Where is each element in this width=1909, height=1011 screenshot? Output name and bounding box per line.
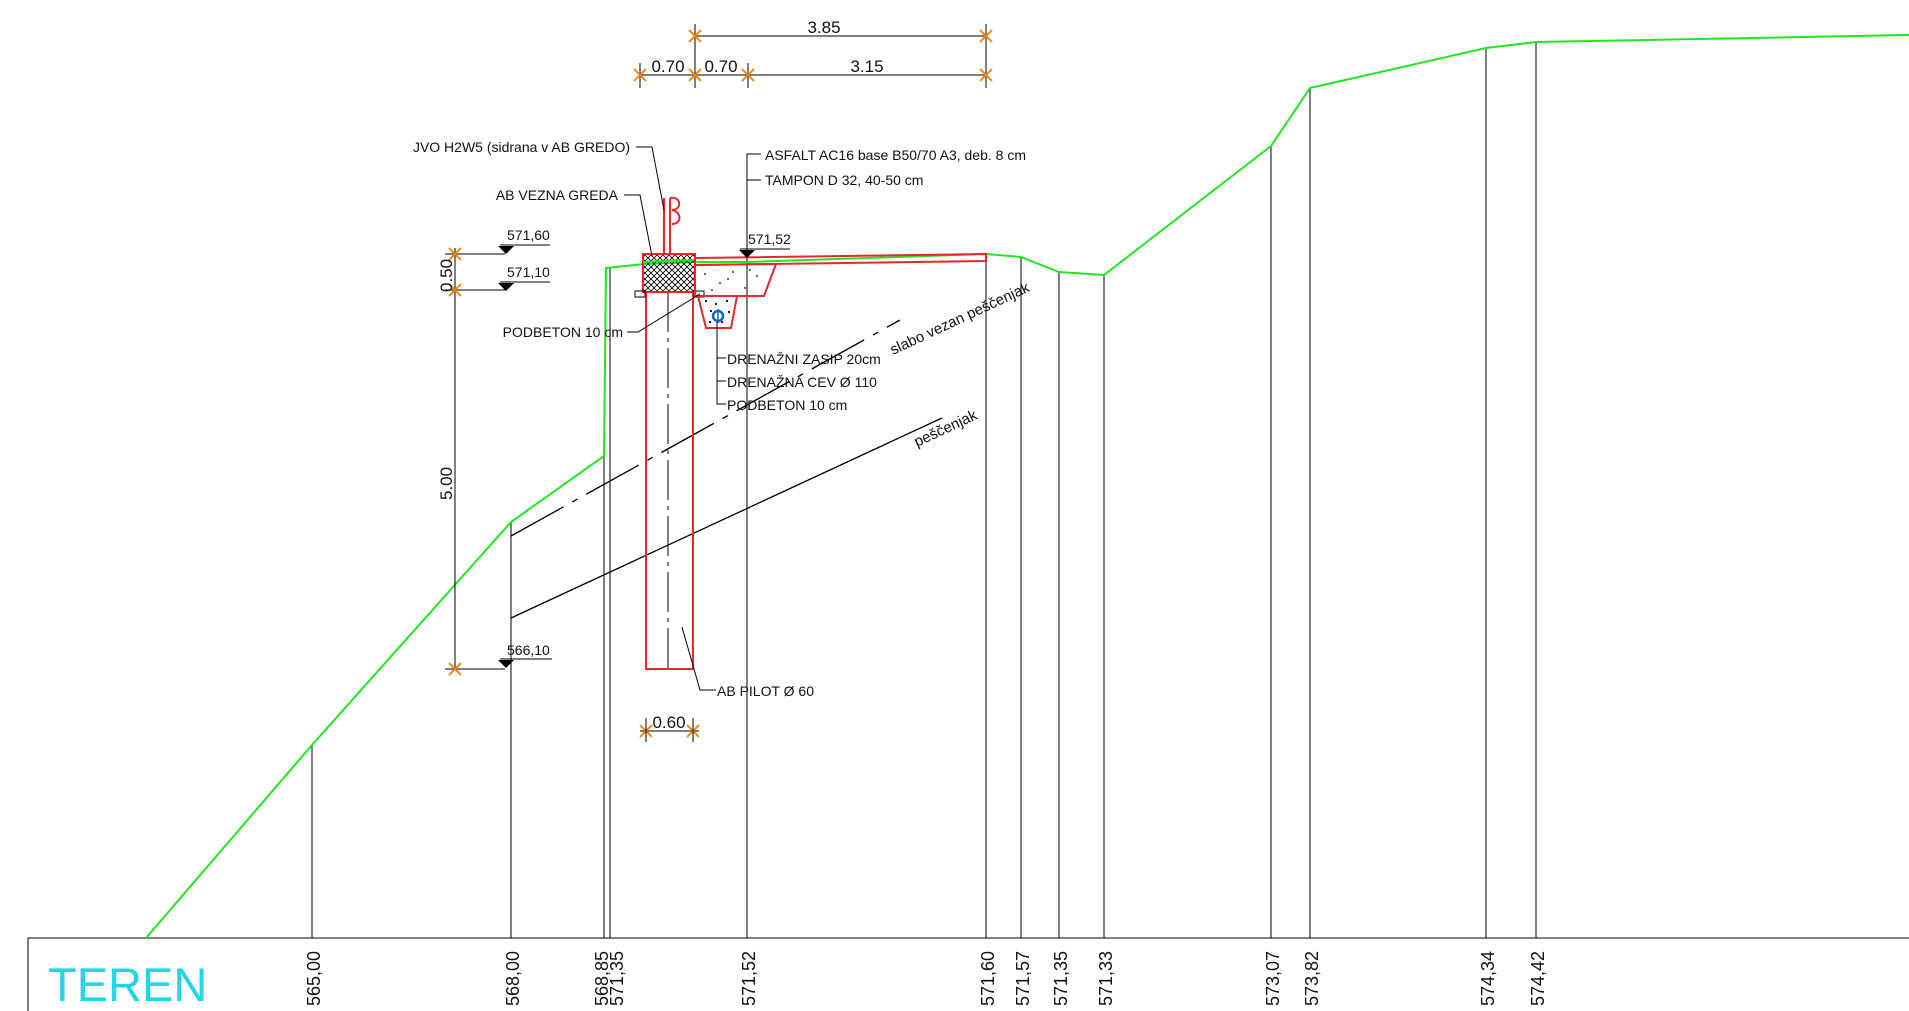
elevation-pile-toe: 566,10 (507, 642, 550, 658)
guardrail-rail (669, 196, 681, 225)
station-value: 571,57 (1013, 951, 1033, 1006)
elevation-triangle (498, 660, 514, 668)
base-course (694, 262, 778, 297)
dim-tick (448, 662, 462, 676)
elevation-triangle (498, 283, 514, 291)
terrain-line (145, 34, 1909, 939)
dim-pile-width: 0.60 (652, 713, 685, 732)
station-value: 574,42 (1528, 951, 1548, 1006)
elevation-road-edge: 571,52 (748, 231, 791, 247)
callout-asphalt: ASFALT AC16 base B50/70 A3, deb. 8 cm (765, 147, 1026, 163)
dim-tick (741, 68, 755, 82)
dim-tick (688, 29, 702, 43)
drain-trench (696, 295, 739, 329)
soil-label-lower: peščenjak (912, 406, 981, 450)
callout-base-course: TAMPON D 32, 40-50 cm (765, 172, 923, 188)
drain-fill-dots (704, 299, 731, 324)
callout-drain-fill: DRENAŽNI ZASIP 20cm (727, 351, 881, 367)
elevation-markers: 571,60 571,10 571,52 566,10 (498, 227, 791, 668)
callout-drain-pipe: DRENAŽNA CEV Ø 110 (727, 374, 877, 390)
dim-segment-3: 3.15 (850, 57, 883, 76)
station-values: 565,00 568,00 568,85 571,35 571,52 571,6… (304, 951, 1548, 1006)
station-value: 568,85 (592, 951, 612, 1006)
callouts: JVO H2W5 (sidrana v AB GREDO) AB VEZNA G… (413, 139, 1026, 699)
station-lines (311, 42, 1537, 938)
dim-total-width: 3.85 (807, 18, 840, 37)
retaining-structure (634, 196, 987, 670)
station-value: 573,82 (1302, 951, 1322, 1006)
base-course-dots (704, 269, 758, 291)
station-value: 571,52 (739, 951, 759, 1006)
dim-segment-1: 0.70 (651, 57, 684, 76)
dim-tick (448, 247, 462, 261)
leader-line (636, 146, 665, 211)
station-value: 571,35 (1051, 951, 1071, 1006)
soil-boundary-lower (510, 417, 943, 619)
pile-width-dimension: 0.60 (639, 713, 700, 742)
station-value: 573,07 (1263, 951, 1283, 1006)
terrain-band: TEREN (27, 937, 1909, 1011)
callout-pile: AB PILOT Ø 60 (717, 683, 814, 699)
station-value: 568,00 (503, 951, 523, 1006)
callout-lean-concrete-beam: PODBETON 10 cm (503, 324, 623, 340)
dim-tick (633, 68, 647, 82)
callout-guardrail: JVO H2W5 (sidrana v AB GREDO) (413, 139, 630, 155)
left-dimensions: 0.50 5.00 (437, 247, 505, 676)
dim-height-pile: 5.00 (437, 467, 456, 500)
dim-segment-2: 0.70 (704, 57, 737, 76)
leader-line (681, 626, 716, 691)
callout-beam: AB VEZNA GREDA (496, 187, 619, 203)
elevation-triangle (739, 250, 755, 258)
callout-lean-concrete-drain: PODBETON 10 cm (727, 397, 847, 413)
leader-line (746, 153, 761, 252)
dim-tick (979, 29, 993, 43)
top-dimensions: 3.85 0.70 0.70 3.15 (633, 18, 993, 88)
leader-line (627, 293, 701, 333)
station-value: 571,60 (978, 951, 998, 1006)
elevation-top-barrier: 571,60 (507, 227, 550, 243)
station-value: 574,34 (1478, 951, 1498, 1006)
soil-label-upper: slabo vezan peščenjak (888, 279, 1033, 359)
lean-concrete-left (634, 290, 646, 298)
beam-terrain-mark (642, 259, 696, 263)
leader-line (624, 194, 653, 257)
dim-height-top: 0.50 (437, 259, 456, 292)
elevation-triangle (498, 246, 514, 254)
station-value: 571,33 (1096, 951, 1116, 1006)
asphalt-layer (694, 252, 987, 267)
teren-label: TEREN (48, 958, 207, 1011)
pile (645, 291, 694, 670)
elevation-beam-bottom: 571,10 (507, 264, 550, 280)
station-value: 565,00 (304, 951, 324, 1006)
dim-tick (688, 68, 702, 82)
dim-tick (448, 283, 462, 297)
dim-tick (979, 68, 993, 82)
leader-line (716, 322, 726, 405)
station-value: 571,35 (607, 951, 627, 1006)
soil-boundary-upper (510, 319, 901, 537)
